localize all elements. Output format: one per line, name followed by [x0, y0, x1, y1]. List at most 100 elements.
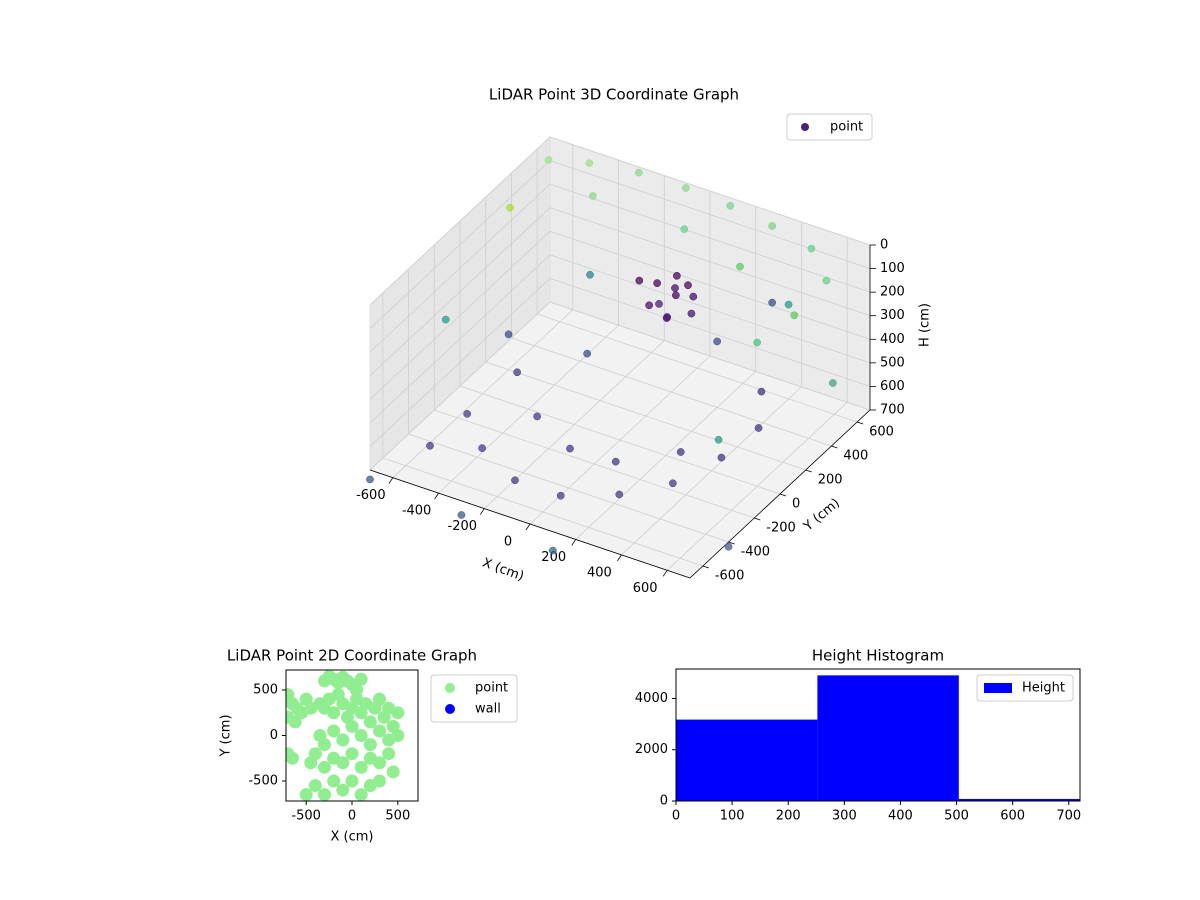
point: [822, 276, 831, 285]
x-tick-label: 500: [385, 809, 410, 824]
point: [318, 788, 331, 801]
x-tick-label: 0: [348, 809, 356, 824]
point: [586, 270, 594, 279]
point: [373, 724, 386, 738]
point: [611, 457, 620, 466]
legend-box: [430, 674, 518, 723]
point: [736, 262, 744, 271]
point: [318, 760, 331, 774]
bar: [676, 719, 818, 801]
x-tick-label: 700: [1056, 809, 1081, 824]
bar: [958, 798, 1080, 801]
x-tick-label: 200: [776, 809, 801, 824]
point: [366, 475, 374, 484]
point: [354, 760, 368, 774]
point: [585, 159, 594, 167]
point: [669, 479, 677, 488]
point: [589, 192, 597, 200]
point: [768, 222, 776, 230]
tick-mark: [525, 523, 531, 531]
point: [478, 444, 486, 452]
point: [671, 284, 679, 292]
point: [726, 201, 735, 210]
x-tick-label: 400: [888, 809, 913, 824]
x-tick-label: 200: [541, 550, 566, 565]
grid-line: [382, 457, 703, 567]
grid-line: [369, 160, 551, 329]
point: [829, 379, 837, 387]
point: [373, 774, 386, 788]
tick-mark: [857, 421, 864, 425]
tick-mark: [388, 477, 394, 484]
z-tick-label: 400: [880, 332, 905, 347]
legend-marker: [445, 683, 455, 693]
x-tick-label: 100: [720, 809, 745, 824]
point: [363, 738, 377, 752]
z-tick-label: 0: [880, 238, 888, 253]
point: [556, 491, 565, 500]
z-axis-label: H (cm): [918, 303, 933, 347]
point: [684, 281, 692, 290]
y-axis-line: [689, 409, 871, 579]
y-axis-label: Y (cm): [800, 496, 843, 535]
tick-mark: [779, 493, 787, 497]
grid-line: [434, 409, 755, 519]
grid-line: [369, 207, 551, 377]
point: [662, 314, 671, 322]
point: [645, 301, 653, 310]
point: [294, 706, 308, 720]
point: [345, 774, 359, 788]
grid-line: [549, 301, 871, 411]
point: [386, 765, 400, 779]
point: [336, 783, 350, 797]
point: [354, 788, 368, 801]
point: [308, 779, 322, 793]
z-tick-label: 100: [880, 261, 905, 276]
chart-title: LiDAR Point 2D Coordinate Graph: [227, 647, 477, 665]
legend-marker: [801, 123, 809, 131]
point: [513, 368, 521, 377]
z-tick-label: 300: [880, 308, 905, 323]
point: [768, 298, 776, 307]
point: [327, 774, 341, 788]
z-tick-label: 500: [880, 355, 905, 370]
point: [373, 756, 386, 770]
tick-mark: [728, 541, 735, 545]
grid-line: [369, 230, 551, 400]
y-tick-label: 600: [869, 425, 894, 440]
point: [327, 724, 341, 738]
point: [549, 546, 557, 555]
x-tick-label: -200: [448, 519, 478, 534]
tick-mark: [831, 445, 838, 449]
grid-line: [369, 136, 551, 306]
point: [717, 453, 726, 462]
x-tick-label: 0: [672, 809, 680, 824]
axes-frame: [675, 668, 1081, 802]
y-tick-label: -600: [715, 569, 745, 584]
x-tick-label: -500: [291, 809, 321, 824]
point: [790, 311, 799, 320]
point: [363, 715, 377, 729]
tick-mark: [754, 517, 761, 521]
point: [673, 271, 681, 280]
legend-label: point: [830, 120, 863, 135]
tick-mark: [805, 469, 812, 473]
legend-label: Height: [1022, 681, 1065, 696]
point: [635, 168, 643, 177]
x-tick-label: -600: [356, 488, 386, 503]
bar: [817, 675, 959, 801]
point: [682, 184, 690, 192]
y-tick-label: 2000: [635, 742, 668, 757]
point: [544, 156, 553, 164]
legend-label: wall: [475, 702, 501, 717]
point: [566, 444, 574, 453]
point: [308, 747, 322, 761]
grid-line: [549, 278, 871, 387]
point: [318, 738, 331, 752]
x-tick-label: 0: [504, 535, 512, 550]
x-tick-label: 600: [1000, 809, 1025, 824]
point: [373, 692, 386, 706]
point: [354, 729, 368, 742]
tick-mark: [662, 570, 668, 577]
